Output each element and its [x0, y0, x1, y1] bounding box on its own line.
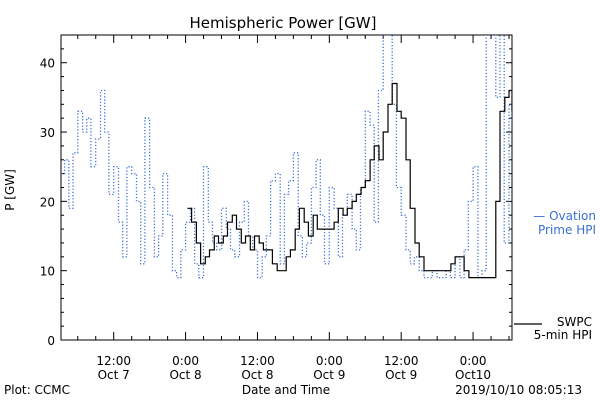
x-tick-date-label: Oct 8 — [241, 368, 273, 382]
y-tick-label: 20 — [40, 195, 55, 209]
x-tick-time-label: 12:00 — [96, 354, 131, 368]
plot-credit: Plot: CCMC — [4, 383, 70, 397]
x-tick-date-label: Oct10 — [455, 368, 491, 382]
x-tick-time-label: 0:00 — [316, 354, 343, 368]
y-tick-label: 30 — [40, 126, 55, 140]
y-axis-label: P [GW] — [3, 169, 17, 211]
y-tick-label: 10 — [40, 265, 55, 279]
legend-ovation-label: Prime HPI — [538, 223, 596, 237]
x-tick-time-label: 12:00 — [384, 354, 419, 368]
series-layer — [61, 35, 512, 279]
y-axis-ticks: 0 10 20 30 40 — [40, 48, 512, 348]
x-tick-date-label: Oct 9 — [385, 368, 417, 382]
x-axis-label: Date and Time — [242, 383, 330, 397]
x-tick-time-label: 12:00 — [240, 354, 275, 368]
y-tick-label: 0 — [47, 334, 55, 348]
x-tick-date-label: Oct 8 — [169, 368, 201, 382]
x-tick-date-label: Oct 9 — [313, 368, 345, 382]
x-tick-date-label: Oct 7 — [98, 368, 130, 382]
legend-ovation-label: — Ovation — [533, 209, 596, 223]
swpc-series-line — [187, 82, 512, 279]
x-tick-time-label: 0:00 — [460, 354, 487, 368]
legend-swpc-label: SWPC — [557, 315, 592, 329]
plot-frame — [60, 34, 513, 341]
plot-timestamp: 2019/10/10 08:05:13 — [455, 383, 582, 397]
ovation-prime-series-line — [61, 35, 512, 279]
x-tick-time-label: 0:00 — [172, 354, 199, 368]
legend-swpc-label: 5-min HPI — [534, 328, 592, 342]
chart-title: Hemispheric Power [GW] — [190, 14, 377, 32]
y-tick-label: 40 — [40, 57, 55, 71]
